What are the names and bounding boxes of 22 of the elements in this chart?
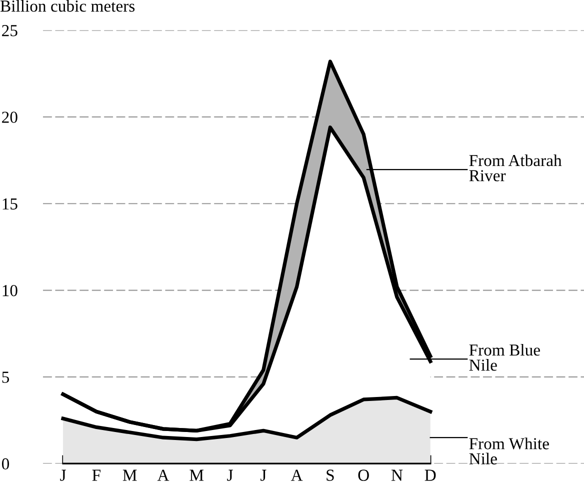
text: From Atbarah River — [469, 154, 562, 182]
legend-label: From Blue Nile — [469, 344, 540, 371]
x-tick-label: F — [92, 470, 100, 481]
x-tick-label: O — [358, 470, 369, 481]
y-tick-label: 20 — [2, 112, 18, 123]
x-tick-label: S — [326, 470, 334, 481]
y-tick-label: 15 — [2, 198, 18, 210]
y-tick-label: 10 — [2, 284, 18, 296]
y-tick-label: 5 — [2, 372, 10, 383]
y-tick-label: 0 — [2, 458, 10, 470]
x-tick-label: D — [424, 470, 436, 481]
y-tick-label: 25 — [2, 25, 18, 36]
x-tick-label: M — [190, 470, 204, 481]
x-tick-label: A — [157, 470, 170, 481]
y-axis-title: Billion cubic meters — [0, 0, 135, 12]
x-tick-label: M — [122, 470, 137, 481]
legend-label: From White Nile — [469, 438, 549, 464]
x-tick-label: J — [260, 470, 266, 481]
x-tick-label: J — [227, 470, 233, 481]
x-tick-label: J — [60, 470, 66, 481]
x-tick-label: N — [391, 470, 403, 481]
x-tick-label: A — [290, 470, 303, 481]
